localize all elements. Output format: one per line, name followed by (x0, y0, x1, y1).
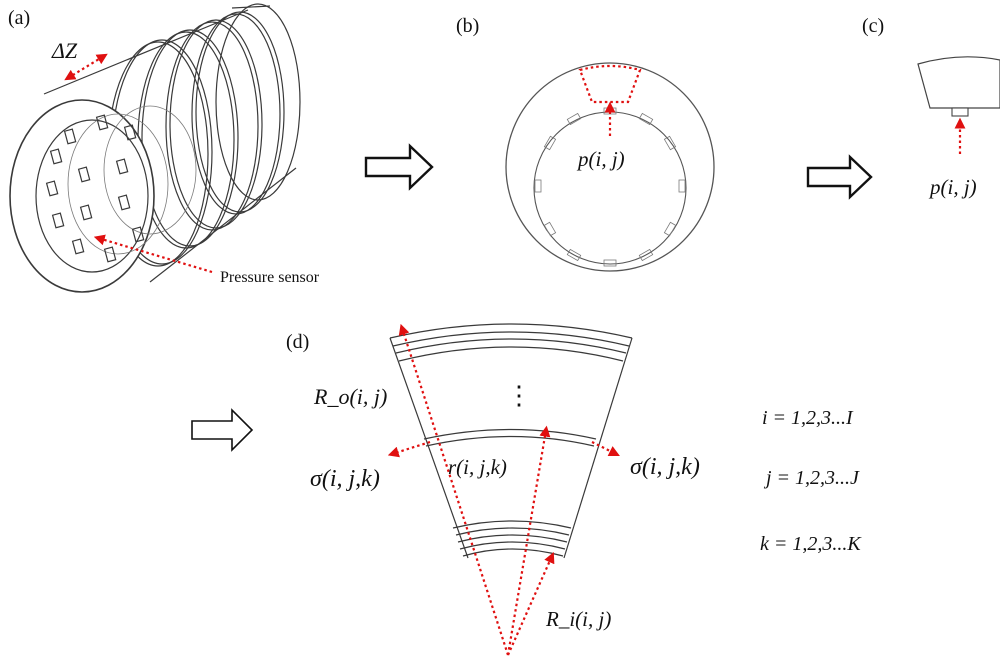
pipe-drawing (9, 3, 301, 293)
inner-radius-label: R_i(i, j) (545, 607, 611, 631)
outer-radius-label: R_o(i, j) (313, 384, 387, 409)
radius-label: r(i, j,k) (448, 455, 507, 479)
panel-d-label: (d) (286, 331, 309, 353)
panel-d: (d) ⋮ R_o(i, j) σ(i, j,k) r(i, j,k) σ(i,… (286, 323, 700, 656)
panel-c-pressure: p(i, j) (928, 175, 977, 199)
sensor-leader-line (93, 234, 213, 274)
stress-left-label: σ(i, j,k) (310, 466, 380, 492)
ellipsis: ⋮ (506, 381, 532, 410)
panel-b: (b) p(i, j) (456, 15, 715, 272)
panel-c: (c) p(i, j) (862, 15, 1000, 199)
arrow-right-icon (364, 143, 434, 191)
index-i: i = 1,2,3...I (762, 407, 854, 429)
index-j: j = 1,2,3...J (763, 467, 860, 489)
stress-right-label: σ(i, j,k) (630, 454, 700, 480)
panel-c-label: (c) (862, 15, 884, 37)
index-definitions: i = 1,2,3...I j = 1,2,3...J k = 1,2,3...… (760, 407, 862, 555)
panel-a-label: (a) (8, 7, 30, 29)
index-k: k = 1,2,3...K (760, 533, 862, 555)
panel-b-label: (b) (456, 15, 479, 37)
panel-a: (a) ΔZ (8, 3, 320, 293)
sensor-label: Pressure sensor (220, 269, 320, 286)
panel-b-pressure: p(i, j) (576, 147, 625, 171)
arrow-right-icon (191, 408, 254, 452)
delta-z-arrow (64, 53, 108, 81)
delta-z-label: ΔZ (51, 38, 78, 63)
arrow-right-icon (806, 154, 873, 200)
